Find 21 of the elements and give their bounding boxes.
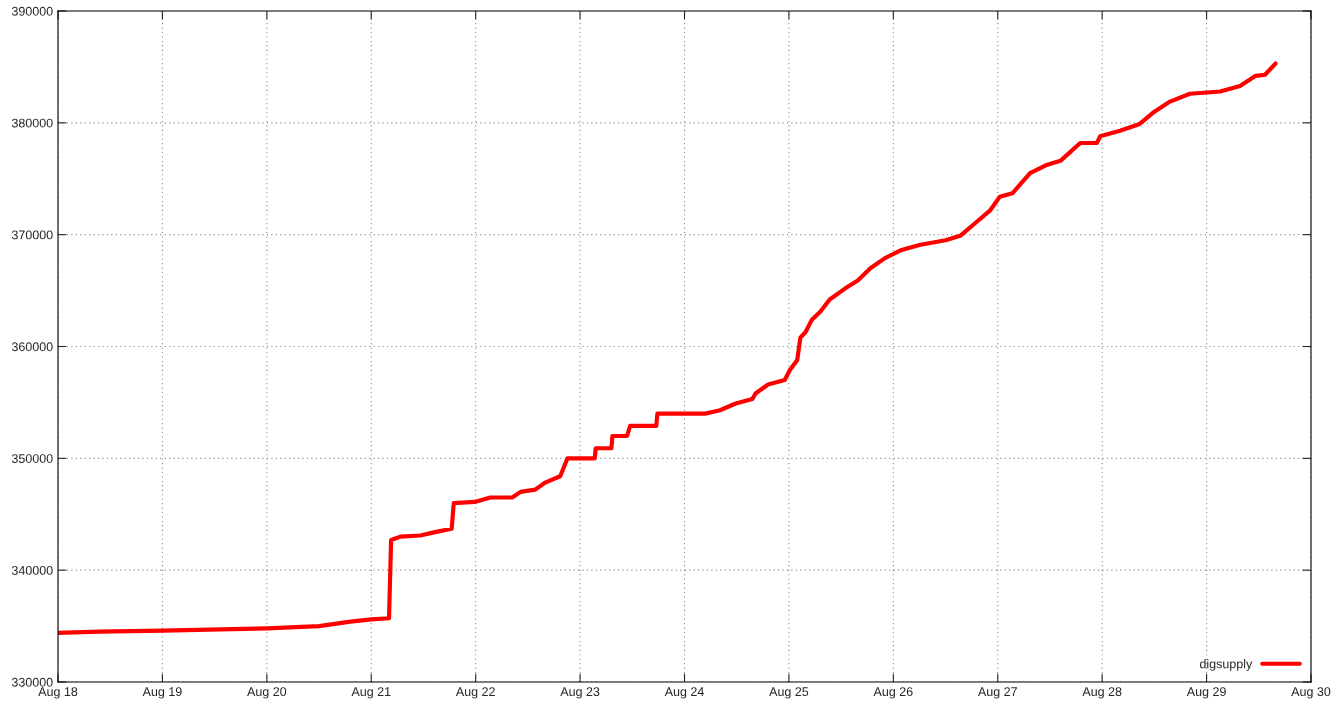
x-tick-label: Aug 25 <box>769 687 809 699</box>
y-tick-label: 380000 <box>11 118 53 128</box>
x-tick-label: Aug 28 <box>1082 687 1122 699</box>
x-tick-label: Aug 23 <box>560 687 600 699</box>
y-tick-label: 360000 <box>11 342 53 352</box>
x-tick-label: Aug 26 <box>873 687 913 699</box>
x-tick-label: Aug 21 <box>351 687 391 699</box>
x-tick-label: Aug 22 <box>455 687 495 699</box>
y-tick-label: 350000 <box>11 454 53 463</box>
y-tick-label: 370000 <box>11 230 53 240</box>
x-tick-label: Aug 20 <box>247 687 287 699</box>
x-tick-label: Aug 30 <box>1291 687 1331 699</box>
x-tick-label: Aug 27 <box>977 687 1017 699</box>
x-tick-label: Aug 19 <box>142 687 182 699</box>
x-tick-label: Aug 29 <box>1186 687 1226 699</box>
legend-label: digsupply <box>1199 659 1253 671</box>
y-tick-label: 340000 <box>11 565 53 575</box>
x-tick-label: Aug 24 <box>664 687 704 699</box>
x-tick-label: Aug 18 <box>38 687 78 699</box>
y-tick-label: 330000 <box>11 677 53 687</box>
y-tick-label: 390000 <box>11 6 53 16</box>
